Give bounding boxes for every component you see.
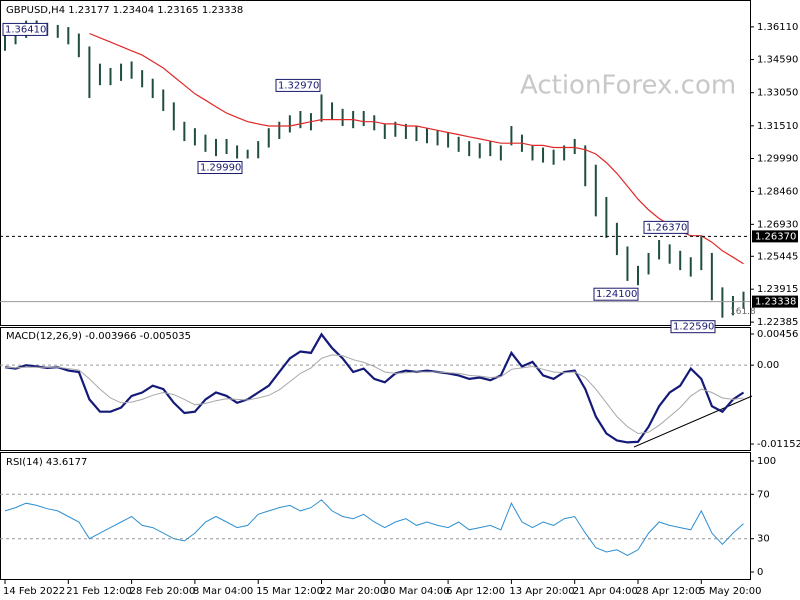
series-line bbox=[4, 499, 744, 556]
rsi-panel bbox=[0, 452, 751, 580]
price-title: GBPUSD,H4 1.23177 1.23404 1.23165 1.2333… bbox=[6, 5, 243, 16]
price-tag bbox=[752, 295, 798, 308]
annotation: 1.32970 bbox=[278, 80, 319, 91]
watermark: ActionForex.com bbox=[520, 71, 736, 101]
trend-line bbox=[633, 395, 753, 448]
y-tick-label: 1.36110 bbox=[757, 22, 798, 33]
y-tick-label: 30 bbox=[757, 534, 770, 545]
series-line bbox=[4, 354, 744, 435]
macd-title: MACD(12,26,9) -0.003966 -0.005035 bbox=[6, 331, 191, 342]
x-tick-label: 21 Apr 04:00 bbox=[573, 586, 638, 597]
x-tick-label: 14 Feb 2022 bbox=[3, 586, 65, 597]
price-tag bbox=[752, 230, 798, 243]
y-tick-label: 1.31510 bbox=[757, 121, 798, 132]
y-tick-label: -0.011529 bbox=[757, 439, 800, 450]
y-tick-label: 100 bbox=[757, 456, 776, 467]
y-tick-label: 1.23915 bbox=[757, 284, 798, 295]
macd-panel bbox=[0, 327, 751, 451]
price-tag-label: 1.23338 bbox=[755, 297, 796, 308]
y-tick-label: 1.29990 bbox=[757, 154, 798, 165]
y-tick-label: 1.22385 bbox=[757, 317, 798, 328]
annotation: 1.26370 bbox=[646, 222, 687, 233]
y-tick-label: 0 bbox=[757, 567, 763, 578]
series-line bbox=[89, 32, 744, 265]
annotation-box bbox=[670, 320, 716, 334]
annotation: 1.36410 bbox=[5, 24, 46, 35]
series-line bbox=[4, 332, 745, 444]
annotation: 1.29990 bbox=[200, 163, 241, 174]
x-tick-label: 28 Apr 12:00 bbox=[636, 586, 701, 597]
y-tick-label: 70 bbox=[757, 489, 770, 500]
x-tick-label: 28 Feb 20:00 bbox=[130, 586, 196, 597]
x-tick-label: 5 May 20:00 bbox=[699, 586, 761, 597]
y-tick-label: 1.28460 bbox=[757, 186, 798, 197]
annotation-box bbox=[593, 287, 639, 301]
annotation-box bbox=[275, 78, 321, 92]
x-tick-label: 30 Mar 04:00 bbox=[383, 586, 450, 597]
y-tick-label: 1.25445 bbox=[757, 251, 798, 262]
y-tick-label: 1.26930 bbox=[757, 219, 798, 230]
annotation: 1.22590 bbox=[673, 322, 714, 333]
annotation-box bbox=[643, 220, 689, 234]
y-tick-label: 0.00456 bbox=[757, 329, 798, 340]
annotation-box bbox=[197, 161, 243, 175]
x-tick-label: 13 Apr 20:00 bbox=[509, 586, 574, 597]
y-tick-label: 0.00 bbox=[757, 360, 779, 371]
rsi-title: RSI(14) 43.6177 bbox=[6, 457, 87, 468]
annotation: 161.8 bbox=[730, 307, 756, 317]
annotation: 1.24100 bbox=[596, 289, 637, 300]
x-tick-label: 8 Mar 04:00 bbox=[193, 586, 253, 597]
y-tick-label: 1.33050 bbox=[757, 88, 798, 99]
x-tick-label: 15 Mar 12:00 bbox=[256, 586, 323, 597]
x-tick-label: 21 Feb 12:00 bbox=[66, 586, 132, 597]
x-tick-label: 6 Apr 12:00 bbox=[446, 586, 505, 597]
y-tick-label: 1.34590 bbox=[757, 55, 798, 66]
annotation-box bbox=[2, 22, 48, 36]
price-panel bbox=[0, 0, 751, 326]
x-tick-label: 22 Mar 20:00 bbox=[320, 586, 387, 597]
price-tag-label: 1.26370 bbox=[755, 231, 796, 242]
